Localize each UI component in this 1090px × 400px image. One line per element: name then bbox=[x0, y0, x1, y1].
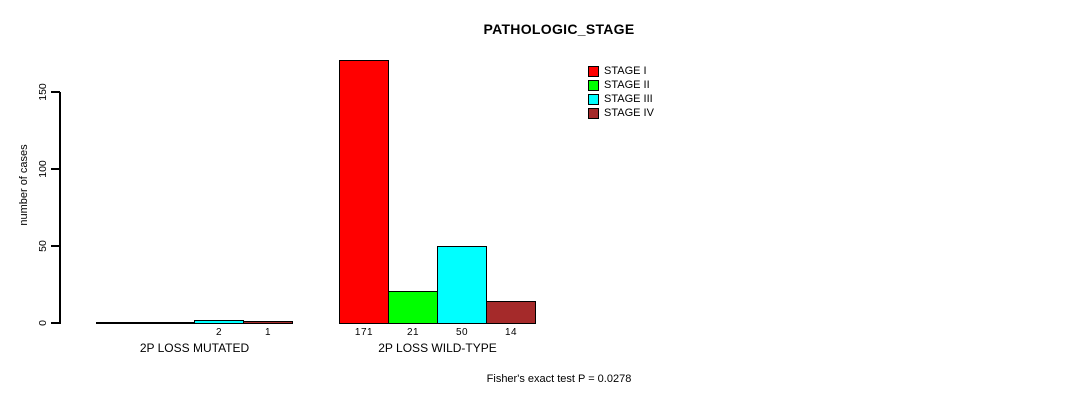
bar-value-label-stage-ii-2p-loss-wild-type: 21 bbox=[406, 327, 420, 338]
legend-label-stage-iii: STAGE III bbox=[604, 93, 653, 105]
bar-stage-iii-2p-loss-wild-type bbox=[437, 246, 487, 324]
legend-swatch-stage-iv bbox=[588, 107, 599, 119]
legend-label-stage-iv: STAGE IV bbox=[604, 107, 654, 119]
legend-swatch-stage-i bbox=[588, 65, 599, 77]
legend-item-stage-ii: STAGE II bbox=[588, 78, 654, 92]
chart-title: PATHOLOGIC_STAGE bbox=[483, 21, 635, 37]
y-tick-label: 50 bbox=[37, 240, 49, 252]
y-tick-label: 150 bbox=[37, 83, 49, 101]
category-label-2p-loss-wild-type: 2P LOSS WILD-TYPE bbox=[378, 341, 497, 355]
bar-stage-iv-2p-loss-mutated bbox=[243, 321, 293, 324]
legend: STAGE I STAGE II STAGE III STAGE IV bbox=[588, 64, 654, 120]
bar-stage-ii-2p-loss-wild-type bbox=[388, 291, 438, 324]
y-tick-label: 0 bbox=[37, 320, 49, 326]
bar-stage-iii-2p-loss-mutated bbox=[194, 320, 244, 324]
bar-stage-ii-2p-loss-mutated bbox=[145, 322, 195, 324]
bar-value-label-stage-i-2p-loss-wild-type: 171 bbox=[354, 327, 374, 338]
legend-item-stage-iv: STAGE IV bbox=[588, 106, 654, 120]
y-axis-tick bbox=[51, 91, 60, 93]
bar-value-label-stage-iii-2p-loss-mutated: 2 bbox=[215, 327, 223, 338]
y-axis-tick bbox=[51, 245, 60, 247]
legend-item-stage-i: STAGE I bbox=[588, 64, 654, 78]
bar-stage-i-2p-loss-wild-type bbox=[339, 60, 389, 324]
legend-label-stage-i: STAGE I bbox=[604, 65, 647, 77]
category-label-2p-loss-mutated: 2P LOSS MUTATED bbox=[139, 341, 250, 355]
legend-label-stage-ii: STAGE II bbox=[604, 79, 650, 91]
bar-value-label-stage-iv-2p-loss-mutated: 1 bbox=[264, 327, 272, 338]
bar-stage-iv-2p-loss-wild-type bbox=[486, 301, 536, 324]
y-axis-line bbox=[59, 92, 61, 324]
legend-swatch-stage-ii bbox=[588, 79, 599, 91]
y-tick-label: 100 bbox=[37, 160, 49, 178]
y-axis-tick bbox=[51, 322, 60, 324]
bar-value-label-stage-iii-2p-loss-wild-type: 50 bbox=[455, 327, 469, 338]
stat-annotation: Fisher's exact test P = 0.0278 bbox=[486, 373, 632, 385]
bar-value-label-stage-iv-2p-loss-wild-type: 14 bbox=[504, 327, 518, 338]
y-axis-tick bbox=[51, 168, 60, 170]
bar-stage-i-2p-loss-mutated bbox=[96, 322, 146, 324]
legend-item-stage-iii: STAGE III bbox=[588, 92, 654, 106]
legend-swatch-stage-iii bbox=[588, 93, 599, 105]
